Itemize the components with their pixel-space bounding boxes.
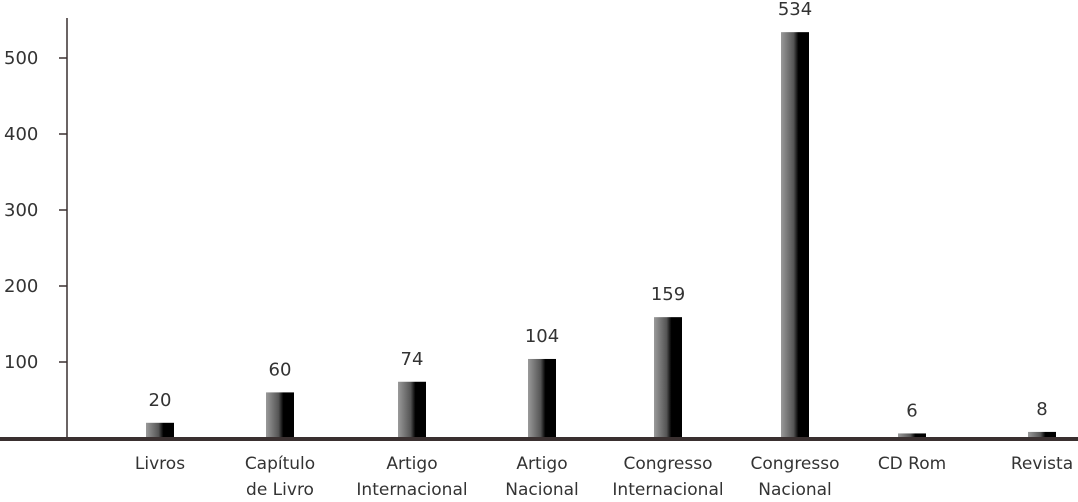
data-label: 74: [401, 349, 424, 370]
x-tick-label: Nacional: [758, 480, 832, 500]
data-label: 104: [525, 326, 559, 347]
x-tick-label: Congresso: [623, 454, 712, 474]
bar: [654, 317, 682, 438]
x-tick-label: Nacional: [505, 480, 579, 500]
x-tick-label: Capítulo: [245, 454, 315, 474]
data-label: 8: [1036, 399, 1047, 420]
bar: [781, 32, 809, 438]
x-axis: Livros Capítulo de Livro Artigo Internaciona…: [0, 437, 1078, 500]
y-tick-label: 100: [4, 352, 38, 373]
x-tick-label: CD Rom: [878, 454, 946, 474]
data-label: 6: [906, 400, 917, 421]
x-tick-label: Livros: [135, 454, 185, 474]
x-tick-label: Artigo: [386, 454, 437, 474]
y-tick-label: 400: [4, 124, 38, 145]
y-tick-label: 200: [4, 276, 38, 297]
bar: [898, 433, 926, 438]
data-label: 20: [149, 390, 172, 411]
x-tick-label: Internacional: [356, 480, 467, 500]
y-axis: 100200300400500600: [4, 18, 68, 438]
x-tick-label: de Livro: [246, 480, 314, 500]
bar: [146, 422, 174, 438]
bar: [398, 381, 426, 438]
bar: [528, 358, 556, 438]
data-label: 60: [269, 359, 292, 380]
bar: [266, 392, 294, 438]
y-tick-label: 300: [4, 200, 38, 221]
bars: 20 60 74 104 159 534 6 8: [146, 0, 1056, 438]
y-tick-label: 500: [4, 48, 38, 69]
x-tick-label: Artigo: [516, 454, 567, 474]
data-label: 534: [778, 0, 812, 20]
x-tick-label: Congresso: [750, 454, 839, 474]
x-tick-label: Internacional: [612, 480, 723, 500]
x-tick-label: Revista: [1011, 454, 1073, 474]
bar: [1028, 431, 1056, 438]
x-axis-line: [0, 437, 1078, 441]
data-label: 159: [651, 284, 685, 305]
